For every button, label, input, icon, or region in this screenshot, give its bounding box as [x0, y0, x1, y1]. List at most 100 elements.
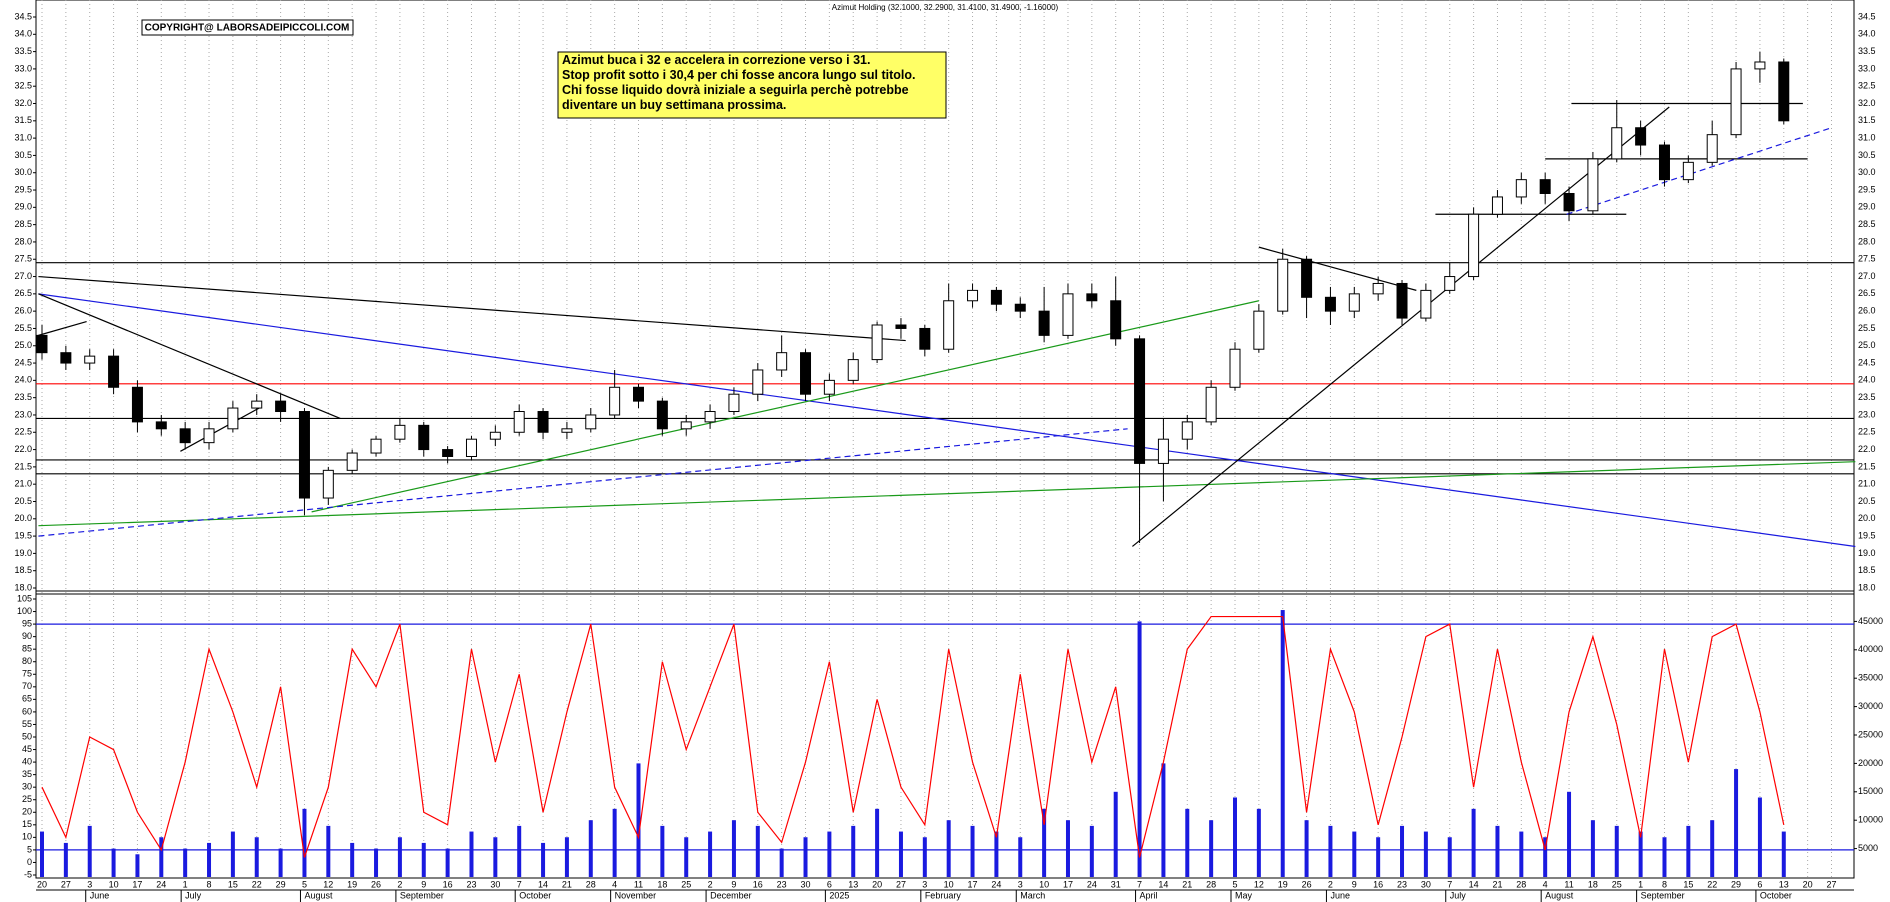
candle-body [1014, 303, 1026, 312]
x-tick-label: 8 [1662, 879, 1667, 889]
y-tick-label-right: 23.0 [1858, 409, 1876, 419]
x-tick-label: 4 [1543, 879, 1548, 889]
month-label: September [400, 890, 444, 900]
volume-bar [254, 837, 259, 877]
y-tick-label: 85 [22, 644, 32, 654]
candle-body [704, 411, 716, 423]
x-tick-label: 9 [731, 879, 736, 889]
candle-body [275, 400, 287, 413]
volume-bar [1734, 769, 1739, 877]
volume-bar [612, 808, 617, 877]
y-tick-label: 34.5 [14, 11, 32, 21]
candle-body [155, 421, 167, 430]
y-tick-label: 20 [22, 807, 32, 817]
y-tick-label-right: 23.5 [1858, 392, 1876, 402]
x-tick-label: 16 [1373, 879, 1383, 889]
volume-bar [1209, 820, 1214, 877]
x-tick-label: 11 [1564, 879, 1573, 889]
y-tick-label: 32.0 [14, 98, 32, 108]
volume-bar [898, 831, 903, 877]
volume-bar [159, 837, 164, 877]
annotation: Stop profit sotto i 30,4 per chi fosse a… [562, 68, 916, 82]
y-tick-label: 35 [22, 769, 32, 779]
y-tick-label: 40 [22, 756, 32, 766]
trend-line [38, 461, 1856, 527]
y-tick-label: 80 [22, 656, 32, 666]
y-tick-label-right: 26.5 [1858, 288, 1876, 298]
x-tick-label: 6 [1757, 879, 1762, 889]
volume-bar [302, 808, 307, 877]
x-tick-label: 30 [490, 879, 500, 889]
x-tick-label: 10 [944, 879, 954, 889]
y-tick-label-right: 18.5 [1858, 565, 1876, 575]
y-tick-label-right: 19.0 [1858, 548, 1876, 558]
y-tick-label-right: 20.0 [1858, 513, 1876, 523]
y-tick-label: 90 [22, 631, 32, 641]
y-tick-label-right: 28.0 [1858, 236, 1876, 246]
x-tick-label: 7 [1447, 879, 1452, 889]
x-tick-label: 20 [1803, 879, 1813, 889]
x-tick-label: 3 [1018, 879, 1023, 889]
x-tick-label: 11 [634, 879, 643, 889]
x-tick-label: 9 [1352, 879, 1357, 889]
copyright-box [141, 19, 354, 36]
x-tick-label: 5 [302, 879, 307, 889]
annotation: diventare un buy settimana prossima. [562, 98, 786, 112]
trend-line [38, 293, 1856, 548]
volume-bar [827, 831, 832, 877]
candle-body [465, 438, 477, 457]
volume-bar [731, 820, 736, 877]
y-tick-label: 95 [22, 618, 32, 628]
volume-bar [445, 848, 450, 877]
y-tick-label-right: 33.5 [1858, 46, 1876, 56]
volume-bar [135, 854, 140, 877]
trend-line [38, 320, 87, 336]
candle-body [1396, 282, 1408, 319]
x-tick-label: 12 [323, 879, 333, 889]
y-tick-label: 23.5 [14, 392, 32, 402]
x-tick-label: 12 [1254, 879, 1264, 889]
x-tick-label: 6 [827, 879, 832, 889]
volume-bar [660, 825, 665, 877]
volume-bar [207, 842, 212, 877]
candle-body [823, 379, 835, 395]
x-tick-label: 15 [228, 879, 238, 889]
candle-body [752, 369, 764, 395]
month-label: July [1450, 890, 1467, 900]
volume-bar [278, 848, 283, 877]
chart-title: Azimut Holding (32.1000, 32.2900, 31.410… [832, 3, 1059, 12]
volume-bar [851, 825, 856, 877]
volume-bar [1042, 808, 1047, 877]
y-tick-label: 18.0 [14, 582, 32, 592]
y-tick-label: 30.5 [14, 150, 32, 160]
y2-tick-label: 35000 [1858, 673, 1883, 683]
y-tick-label-right: 20.5 [1858, 496, 1876, 506]
y-tick-label: 25.0 [14, 340, 32, 350]
y-tick-label: 24.0 [14, 375, 32, 385]
volume-bar [1495, 825, 1500, 877]
month-label: November [615, 890, 657, 900]
candle-body [1062, 293, 1074, 336]
y-tick-label-right: 30.5 [1858, 150, 1876, 160]
y-tick-label: 20.5 [14, 496, 32, 506]
candle-body [1301, 258, 1313, 298]
volume-bar [1256, 808, 1261, 877]
y-tick-label: 27.5 [14, 254, 32, 264]
y-tick-label: 28.5 [14, 219, 32, 229]
volume-bar [1328, 825, 1333, 877]
volume-bar [517, 825, 522, 877]
x-tick-label: 16 [753, 879, 763, 889]
volume-bar [1710, 820, 1715, 877]
volume-bar [1543, 837, 1548, 877]
candle-body [131, 386, 143, 423]
volume-bar [1614, 825, 1619, 877]
candle-body [1611, 127, 1623, 160]
volume-bar [469, 831, 474, 877]
volume-bar [1233, 797, 1237, 877]
candle-body [346, 452, 358, 471]
y-tick-label: 26.5 [14, 288, 32, 298]
candle-body [990, 289, 1002, 305]
x-tick-label: 24 [1087, 879, 1097, 889]
volume-bar [1376, 837, 1381, 877]
candle-body [1372, 282, 1384, 295]
